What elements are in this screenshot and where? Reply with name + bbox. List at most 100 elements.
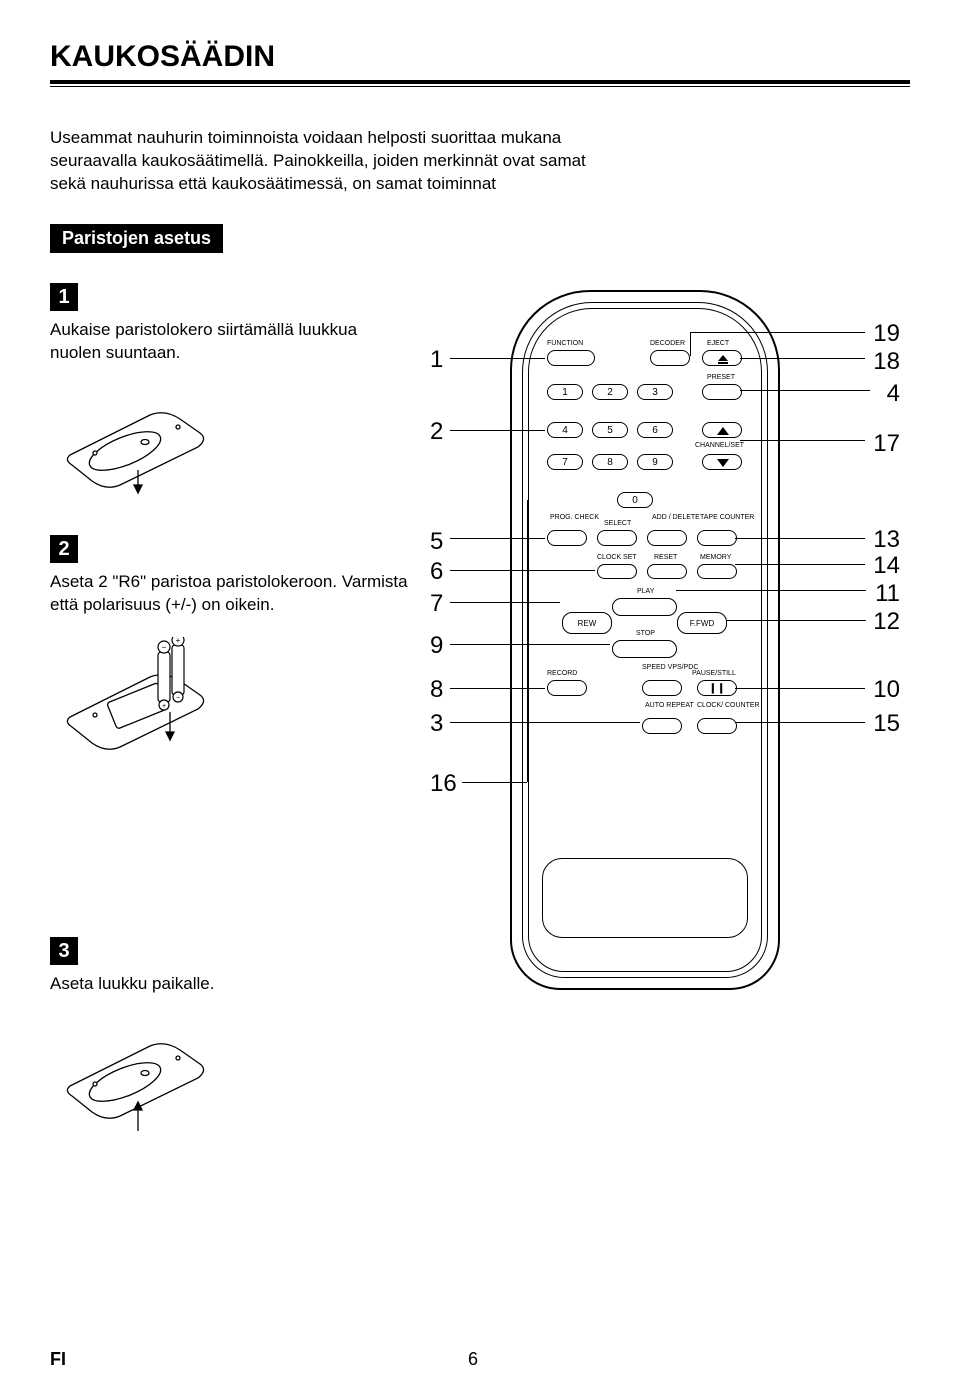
btn-digit-3[interactable]: 3 xyxy=(637,384,673,400)
remote-bottom-well xyxy=(542,858,748,938)
callout-left-6: 6 xyxy=(430,558,443,586)
label-preset: PRESET xyxy=(707,374,735,381)
callout-line xyxy=(450,358,545,359)
svg-text:+: + xyxy=(162,703,166,710)
btn-digit-8[interactable]: 8 xyxy=(592,454,628,470)
btn-play[interactable] xyxy=(612,598,677,616)
step-3: 3 Aseta luukku paikalle. xyxy=(50,937,450,1136)
footer-lang: FI xyxy=(50,1349,66,1370)
label-decoder: DECODER xyxy=(650,340,685,347)
callout-right-14: 14 xyxy=(873,552,900,580)
remote-body: FUNCTION DECODER EJECT PRESET 1 2 3 4 5 … xyxy=(510,290,780,990)
label-add-delete: ADD / DELETE xyxy=(652,514,700,521)
callout-right-12: 12 xyxy=(873,608,900,636)
btn-digit-0[interactable]: 0 xyxy=(617,492,653,508)
btn-ffwd[interactable]: F.FWD xyxy=(677,612,727,634)
btn-add-delete[interactable] xyxy=(647,530,687,546)
callout-line xyxy=(450,570,595,571)
callout-line xyxy=(740,440,865,441)
btn-pause-still[interactable]: ❙❙ xyxy=(697,680,737,696)
btn-speed-vps[interactable] xyxy=(642,680,682,696)
step-2: 2 Aseta 2 "R6" paristoa paristolokeroon.… xyxy=(50,535,450,757)
btn-record[interactable] xyxy=(547,680,587,696)
callout-line xyxy=(450,688,545,689)
callout-line xyxy=(726,620,866,621)
callout-left-7: 7 xyxy=(430,590,443,618)
btn-digit-2[interactable]: 2 xyxy=(592,384,628,400)
btn-reset[interactable] xyxy=(647,564,687,579)
btn-select[interactable] xyxy=(597,530,637,546)
rule-thick xyxy=(50,80,910,84)
btn-eject[interactable] xyxy=(702,350,742,366)
label-select: SELECT xyxy=(604,520,631,527)
btn-digit-1[interactable]: 1 xyxy=(547,384,583,400)
callout-line xyxy=(450,430,545,431)
step-num-3: 3 xyxy=(50,937,78,965)
btn-prog-check[interactable] xyxy=(547,530,587,546)
section-label: Paristojen asetus xyxy=(50,224,223,253)
footer: FI 6 xyxy=(50,1349,910,1370)
intro-text: Useammat nauhurin toiminnoista voidaan h… xyxy=(50,127,590,196)
btn-auto-repeat[interactable] xyxy=(642,718,682,734)
label-memory: MEMORY xyxy=(700,554,731,561)
btn-tape-counter[interactable] xyxy=(697,530,737,546)
page-title: KAUKOSÄÄDIN xyxy=(50,40,910,74)
label-channel-set: CHANNEL/SET xyxy=(695,442,744,449)
btn-digit-9[interactable]: 9 xyxy=(637,454,673,470)
callout-left-3: 3 xyxy=(430,710,443,738)
btn-clock-counter[interactable] xyxy=(697,718,737,734)
btn-digit-5[interactable]: 5 xyxy=(592,422,628,438)
callout-right-13: 13 xyxy=(873,526,900,554)
callout-line xyxy=(450,722,640,723)
callout-line xyxy=(735,722,865,723)
step-num-2: 2 xyxy=(50,535,78,563)
callout-right-11: 11 xyxy=(875,580,900,608)
svg-text:+: + xyxy=(176,637,181,645)
label-play: PLAY xyxy=(637,588,654,595)
label-clock-set: CLOCK SET xyxy=(597,554,637,561)
callout-line xyxy=(735,538,865,539)
callout-line xyxy=(690,332,865,333)
small-remote-illustration-2: − + + − xyxy=(50,637,220,757)
btn-memory[interactable] xyxy=(697,564,737,579)
small-remote-illustration-1 xyxy=(50,385,220,505)
btn-preset[interactable] xyxy=(702,384,742,400)
remote-diagram: FUNCTION DECODER EJECT PRESET 1 2 3 4 5 … xyxy=(430,290,900,1010)
callout-line xyxy=(740,358,865,359)
label-auto-repeat: AUTO REPEAT xyxy=(645,702,694,709)
btn-rew[interactable]: REW xyxy=(562,612,612,634)
callout-line xyxy=(735,688,865,689)
callout-right-18: 18 xyxy=(873,348,900,376)
label-reset: RESET xyxy=(654,554,677,561)
callout-line-v xyxy=(527,500,528,782)
callout-line xyxy=(735,564,865,565)
callout-line xyxy=(450,602,560,603)
callout-left-1: 1 xyxy=(430,346,443,374)
callout-line xyxy=(450,644,610,645)
callout-left-5: 5 xyxy=(430,528,443,556)
svg-text:−: − xyxy=(162,643,167,652)
btn-decoder[interactable] xyxy=(650,350,690,366)
btn-channel-down[interactable] xyxy=(702,454,742,470)
btn-clock-set[interactable] xyxy=(597,564,637,579)
callout-line xyxy=(462,782,527,783)
footer-page-number: 6 xyxy=(468,1349,478,1370)
btn-digit-7[interactable]: 7 xyxy=(547,454,583,470)
btn-stop[interactable] xyxy=(612,640,677,658)
left-column: 1 Aukaise paristolokero siirtämällä luuk… xyxy=(50,283,450,1136)
btn-function[interactable] xyxy=(547,350,595,366)
label-tape-counter: TAPE COUNTER xyxy=(700,514,754,521)
callout-left-2: 2 xyxy=(430,418,443,446)
btn-digit-6[interactable]: 6 xyxy=(637,422,673,438)
callout-left-9: 9 xyxy=(430,632,443,660)
small-remote-illustration-3 xyxy=(50,1016,220,1136)
btn-digit-4[interactable]: 4 xyxy=(547,422,583,438)
callout-right-10: 10 xyxy=(873,676,900,704)
btn-channel-up[interactable] xyxy=(702,422,742,438)
callout-right-19: 19 xyxy=(873,320,900,348)
callout-line-v xyxy=(690,332,691,356)
callout-left-8: 8 xyxy=(430,676,443,704)
label-clock-counter: CLOCK/ COUNTER xyxy=(697,702,760,709)
step-text-3: Aseta luukku paikalle. xyxy=(50,973,410,996)
step-text-1: Aukaise paristolokero siirtämällä luukku… xyxy=(50,319,410,365)
